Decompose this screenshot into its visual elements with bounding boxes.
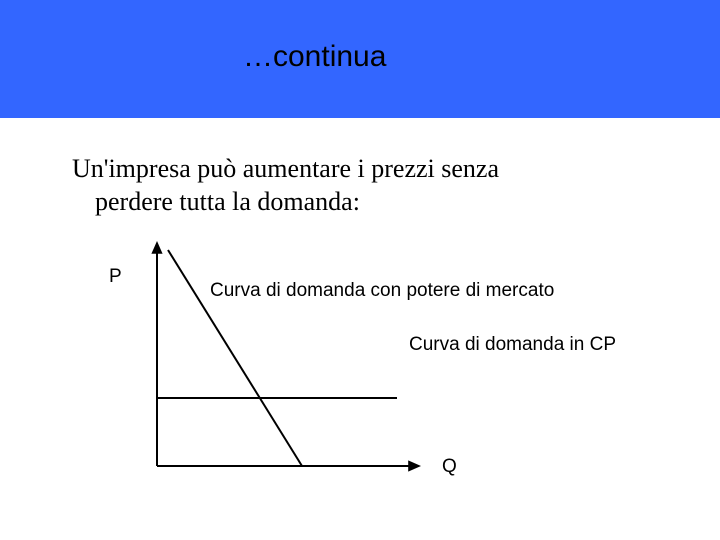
- axis-label-q: Q: [442, 456, 457, 478]
- label-demand-cp: Curva di domanda in CP: [409, 334, 616, 356]
- axis-label-p: P: [109, 266, 122, 288]
- demand-chart: [0, 0, 720, 540]
- x-axis-arrow: [408, 460, 421, 471]
- y-axis-arrow: [151, 241, 162, 254]
- label-demand-market-power: Curva di domanda con potere di mercato: [210, 280, 554, 302]
